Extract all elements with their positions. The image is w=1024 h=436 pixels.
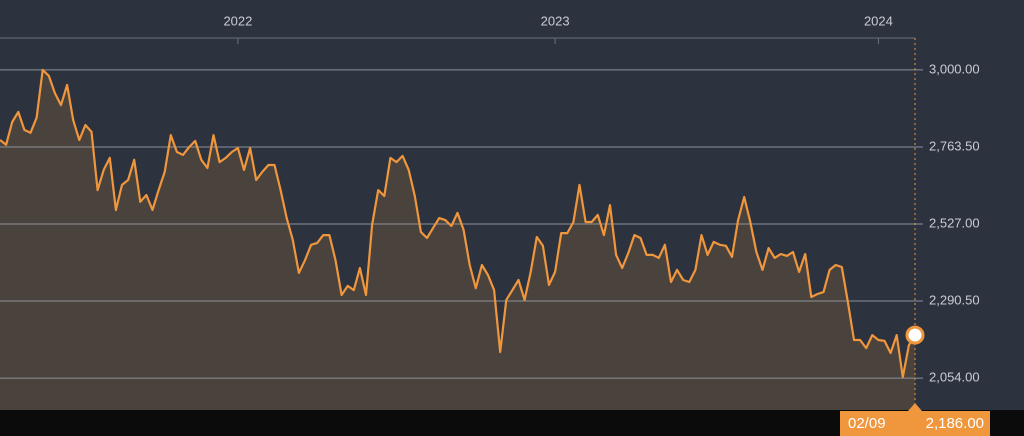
y-tick-label: 3,000.00 (929, 61, 980, 76)
x-tick-label: 2022 (223, 13, 252, 28)
x-tick-label: 2023 (541, 13, 570, 28)
cursor-date: 02/09 (848, 415, 886, 432)
y-tick-label: 2,054.00 (929, 370, 980, 385)
y-tick-label: 2,290.50 (929, 292, 980, 307)
y-tick-label: 2,763.50 (929, 138, 980, 153)
tooltip-pointer (908, 403, 922, 411)
cursor-value: 2,186.00 (926, 415, 984, 432)
cursor-tooltip (840, 411, 990, 436)
y-tick-label: 2,527.00 (929, 215, 980, 230)
price-line (0, 68, 916, 379)
cursor-marker (905, 325, 925, 345)
x-tick-label: 2024 (864, 13, 893, 28)
area-fill (0, 69, 915, 411)
